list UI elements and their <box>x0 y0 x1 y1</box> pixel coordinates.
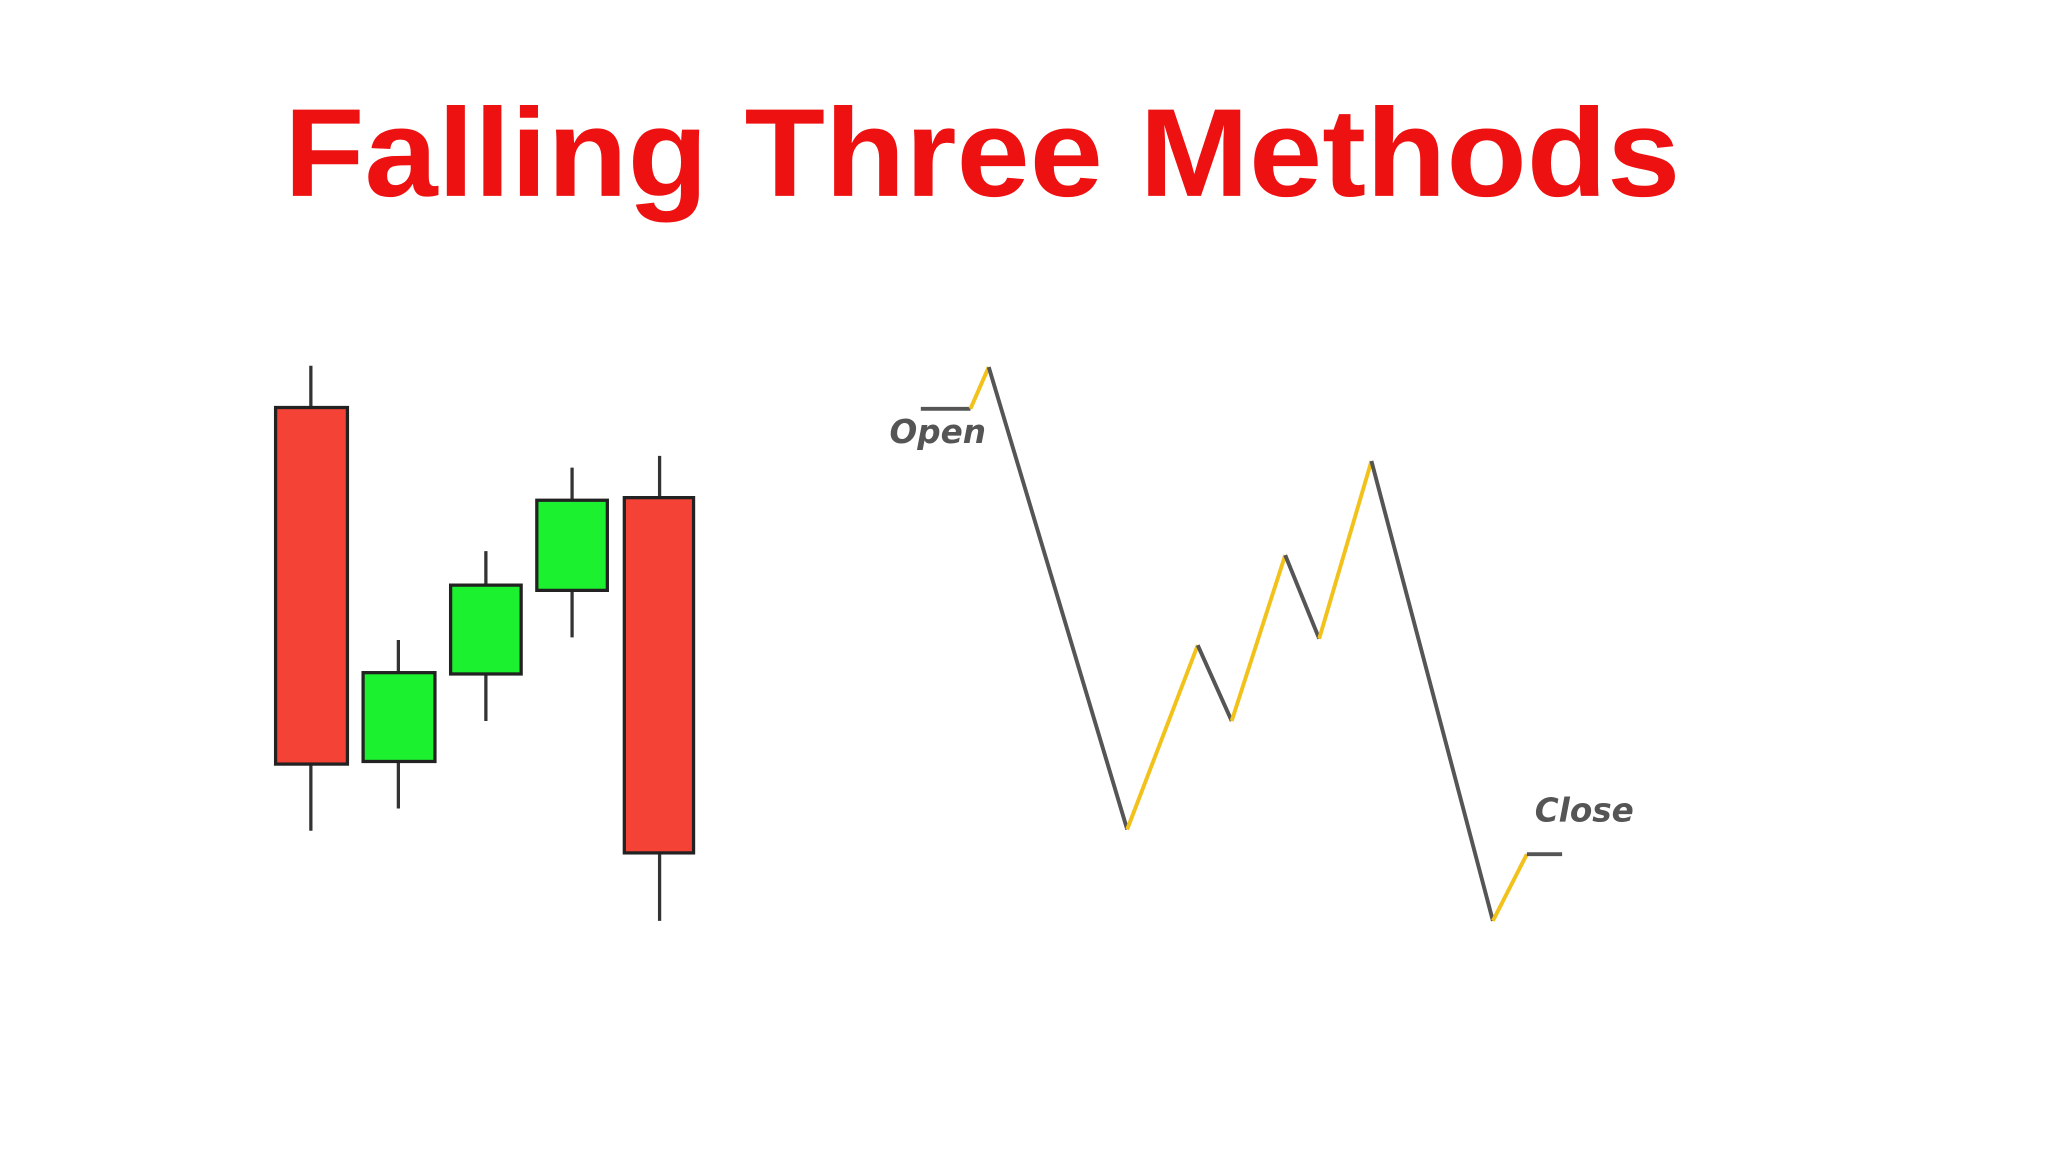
up-move <box>1491 853 1529 922</box>
up-move <box>1229 554 1288 722</box>
bearish-candle <box>622 495 696 855</box>
close-label: Close <box>1535 792 1634 830</box>
down-move <box>1195 644 1234 722</box>
up-move <box>1317 460 1374 640</box>
bullish-candle <box>535 498 609 592</box>
up-move <box>1125 644 1200 831</box>
bullish-candle <box>448 583 523 676</box>
down-move <box>986 366 1130 830</box>
title: Falling Three Methods <box>284 82 1680 223</box>
up-move <box>968 366 991 410</box>
down-move <box>1369 460 1495 922</box>
down-move <box>1283 554 1321 640</box>
candles <box>273 365 696 921</box>
price-path <box>920 366 1563 922</box>
bullish-candle <box>361 671 437 764</box>
open-label: Open <box>889 413 986 451</box>
bearish-candle <box>273 405 350 766</box>
